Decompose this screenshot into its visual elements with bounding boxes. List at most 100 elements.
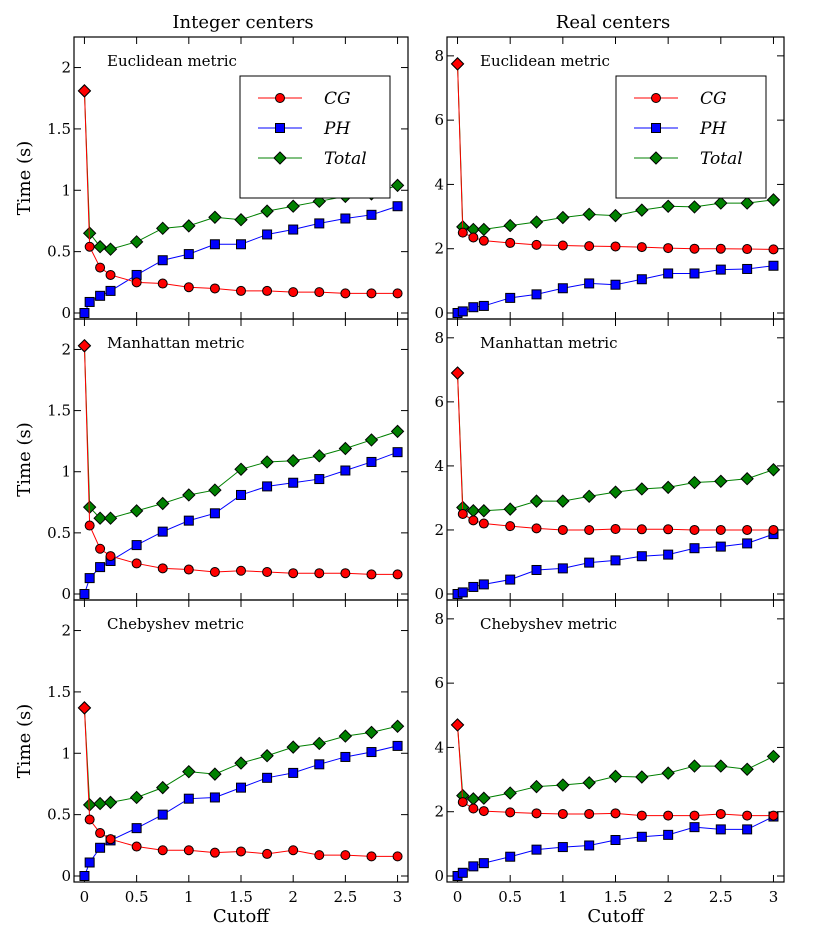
point-ph	[478, 579, 489, 590]
x-tick-label: 0	[80, 888, 90, 906]
point-total	[582, 776, 596, 790]
series-total	[450, 718, 781, 806]
point-cg	[84, 814, 95, 825]
point-ph	[742, 263, 753, 274]
x-tick-label: 1	[558, 888, 568, 906]
point-total	[529, 494, 544, 508]
legend-label: Total	[324, 149, 367, 169]
series-cg	[77, 701, 403, 862]
point-total	[687, 475, 702, 490]
point-cg	[209, 566, 220, 577]
legend-label: CG	[324, 89, 351, 109]
panel-title: Euclidean metric	[480, 52, 610, 70]
x-axis-label: Cutoff	[587, 906, 644, 927]
point-cg	[288, 845, 299, 856]
series-cg	[77, 84, 403, 299]
point-cg	[610, 241, 621, 252]
point-cg	[236, 285, 246, 296]
y-tick-label: 4	[434, 457, 444, 475]
y-tick-label: 6	[434, 674, 444, 692]
x-tick-label: 0.5	[498, 888, 522, 906]
point-cg	[288, 568, 299, 579]
panel-title: Manhattan metric	[107, 334, 245, 352]
column-title-real: Real centers	[556, 12, 670, 33]
series-total	[450, 57, 781, 237]
point-total	[477, 791, 491, 805]
point-ph	[95, 290, 106, 301]
point-total	[390, 424, 405, 439]
point-cg	[610, 808, 621, 819]
point-cg	[478, 235, 489, 246]
point-ph	[105, 285, 116, 296]
plots-area: 0 0.5 1 1.5 2 Euclidean metric Time (s) CG PH Tot…	[14, 36, 785, 927]
point-cg	[340, 850, 351, 861]
legend-marker	[275, 93, 285, 103]
panel-euclidean-metric-integer: 0 0.5 1 1.5 2 Euclidean metric Time (s) CG PH Tot…	[14, 36, 409, 322]
point-total	[129, 235, 144, 249]
y-tick-label: 0	[61, 304, 71, 322]
y-tick-label: 2	[434, 240, 444, 258]
point-ph	[715, 264, 726, 275]
point-total	[208, 483, 222, 497]
point-ph	[663, 549, 674, 560]
point-ph	[340, 213, 351, 224]
point-total	[740, 196, 754, 210]
series-total	[450, 366, 781, 518]
point-cg	[468, 232, 479, 243]
point-cg	[742, 244, 753, 255]
point-total	[503, 218, 517, 233]
point-total	[390, 178, 405, 193]
series-ph	[452, 811, 779, 881]
point-ph	[366, 209, 377, 220]
point-cg	[715, 808, 726, 819]
point-total	[740, 762, 754, 776]
legend: CG PH Total	[615, 75, 767, 199]
y-tick-label: 8	[434, 47, 444, 65]
point-total	[260, 749, 274, 763]
point-ph	[610, 279, 621, 290]
point-ph	[531, 289, 542, 300]
point-total	[714, 759, 728, 773]
legend-marker	[649, 151, 663, 165]
point-total	[556, 210, 570, 225]
point-total	[661, 766, 675, 780]
point-cg	[105, 834, 116, 845]
point-ph	[557, 842, 568, 853]
point-total	[766, 193, 781, 207]
point-ph	[505, 851, 516, 862]
point-cg	[663, 243, 674, 254]
point-total	[687, 200, 702, 214]
point-ph	[457, 867, 468, 878]
legend-marker	[275, 123, 285, 133]
x-axis-label: Cutoff	[213, 906, 270, 927]
point-cg	[689, 810, 700, 821]
legend-marker	[651, 93, 661, 103]
y-tick-label: 1	[61, 744, 71, 762]
point-cg	[157, 563, 168, 574]
point-cg	[450, 366, 465, 380]
y-tick-label: 0.5	[47, 806, 71, 824]
point-ph	[689, 822, 700, 833]
point-total	[477, 504, 491, 518]
point-cg	[262, 566, 273, 577]
point-ph	[468, 861, 479, 872]
point-cg	[636, 524, 647, 535]
point-ph	[157, 255, 168, 266]
point-cg	[557, 808, 568, 819]
point-cg	[478, 806, 489, 817]
x-tick-label: 3	[393, 888, 403, 906]
point-ph	[505, 574, 516, 585]
panel-euclidean-metric-real: 0 2 4 6 8 Euclidean metric CG PH Total	[434, 36, 785, 322]
point-total	[556, 778, 570, 792]
point-ph	[84, 573, 95, 584]
point-ph	[392, 201, 403, 212]
point-total	[635, 482, 649, 496]
y-tick-label: 0	[61, 867, 71, 885]
point-total	[477, 222, 491, 237]
y-tick-label: 0	[434, 585, 444, 603]
point-ph	[636, 831, 647, 842]
point-total	[503, 786, 517, 800]
legend-item-ph: PH	[634, 119, 727, 139]
series-cg	[77, 339, 403, 580]
point-total	[556, 494, 570, 508]
